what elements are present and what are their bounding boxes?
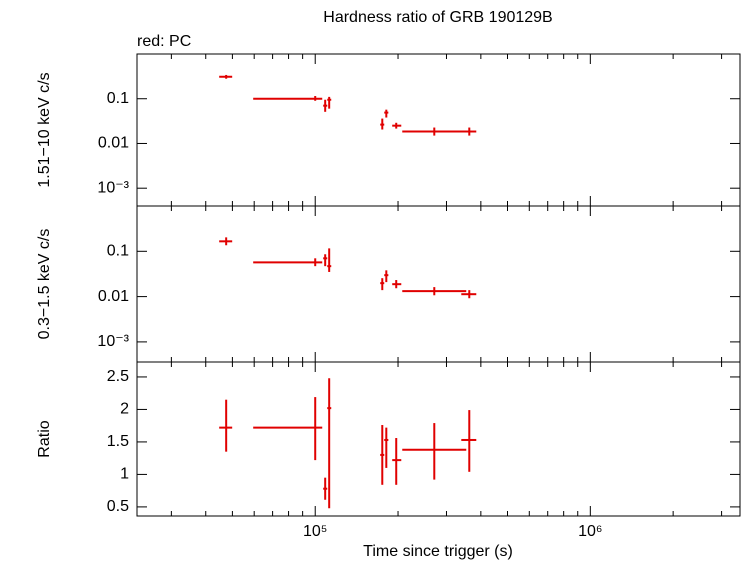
- x-tick-label: 10⁶: [578, 523, 602, 540]
- y-axis-label: 1.51−10 keV c/s: [36, 72, 53, 187]
- x-axis-label: Time since trigger (s): [363, 543, 513, 560]
- y-tick-label: 1.5: [107, 433, 129, 450]
- x-tick-label: 10⁵: [303, 523, 327, 540]
- y-tick-label: 10⁻³: [97, 333, 129, 350]
- y-axis-label: Ratio: [36, 420, 53, 457]
- y-axis-label: 0.3−1.5 keV c/s: [36, 229, 53, 340]
- plot-frame: [136, 361, 741, 517]
- plot-frame: [136, 205, 741, 363]
- y-tick-label: 2: [120, 401, 129, 418]
- y-tick-label: 1: [120, 466, 129, 483]
- y-tick-label: 0.1: [107, 90, 129, 107]
- y-tick-label: 0.01: [98, 135, 129, 152]
- y-tick-label: 0.1: [107, 243, 129, 260]
- legend-label: red: PC: [137, 33, 191, 50]
- chart-title: Hardness ratio of GRB 190129B: [323, 9, 552, 26]
- y-tick-label: 2.5: [107, 368, 129, 385]
- y-tick-label: 0.5: [107, 498, 129, 515]
- y-tick-label: 0.01: [98, 288, 129, 305]
- y-tick-label: 10⁻³: [97, 179, 129, 196]
